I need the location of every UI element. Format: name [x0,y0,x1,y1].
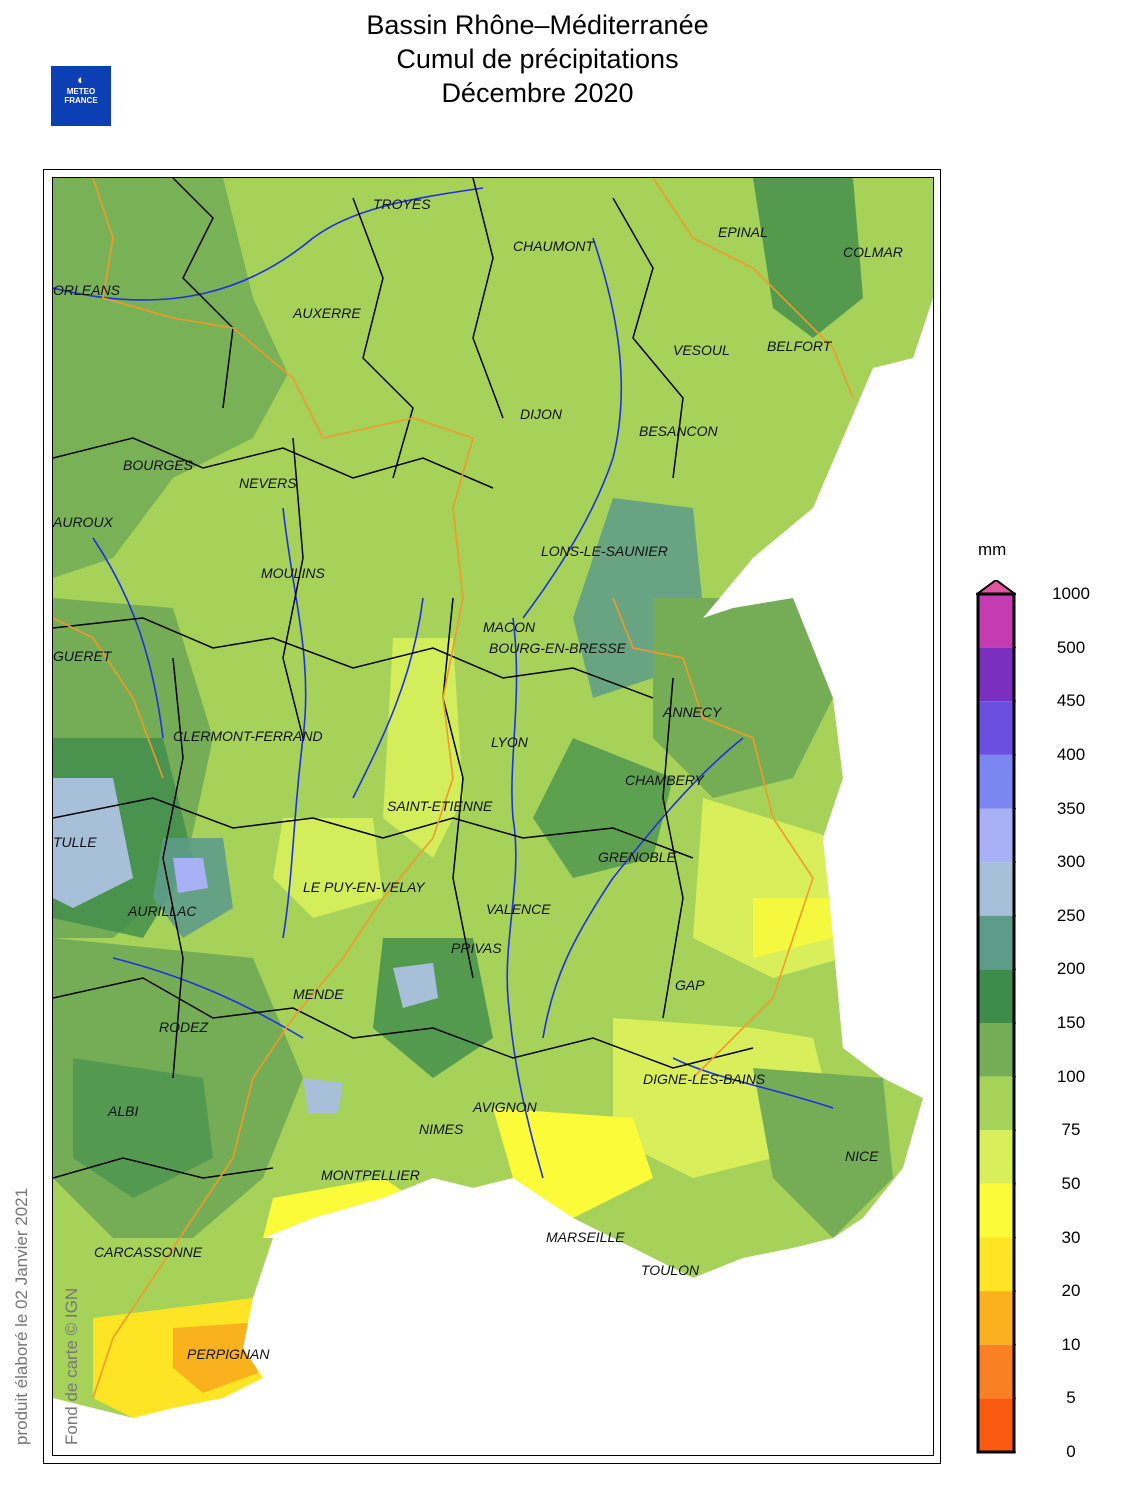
rivers [53,187,834,1179]
legend-band-5 [978,862,1014,916]
city-label-tulle: TULLE [53,834,97,850]
city-label-vesoul: VESOUL [673,342,730,358]
city-label-marseille: MARSEILLE [546,1229,625,1245]
city-label-gap: GAP [675,977,705,993]
city-label-clermont-ferrand: CLERMONT-FERRAND [173,728,323,744]
city-label-valence: VALENCE [486,901,551,917]
legend-band-12 [978,1237,1014,1292]
city-label-bourg-en-bresse: BOURG-EN-BRESSE [489,640,626,656]
map-outer-frame [43,169,941,1464]
city-label-colmar: COLMAR [843,244,903,260]
legend-label-75: 75 [1061,1120,1081,1140]
production-date: produit élaboré le 02 Janvier 2021 [12,1187,31,1445]
city-label-aurillac: AURILLAC [128,903,197,919]
logo-text-bottom: FRANCE [64,96,98,105]
legend-band-1 [978,647,1014,702]
city-label-lyon: LYON [491,734,528,750]
map-graphic [53,178,933,1455]
legend-label-5: 5 [1066,1388,1076,1408]
city-label-rodez: RODEZ [159,1019,208,1035]
city-label-bourges: BOURGES [123,457,194,473]
city-label-dijon: DIJON [520,406,562,422]
city-label-nevers: NEVERS [239,475,297,491]
city-label-saint-etienne: SAINT-ETIENNE [387,798,493,814]
city-label-grenoble: GRENOBLE [598,849,676,865]
city-label-nice: NICE [845,1148,879,1164]
logo-text-top: METEO [66,87,96,96]
city-label-gueret: GUERET [53,648,112,664]
legend-label-100: 100 [1056,1066,1086,1086]
legend-band-13 [978,1291,1014,1345]
legend-label-0: 0 [1066,1442,1076,1461]
city-label-orleans: ORLEANS [53,282,120,298]
title-line-1: Bassin Rhône–Méditerranée [366,10,709,40]
precipitation-map: TROYES CHAUMONT EPINAL COLMAR ORLEANS AUXERRE… [52,177,934,1456]
legend-label-250: 250 [1056,905,1086,925]
legend-label-300: 300 [1056,852,1086,872]
legend-label-350: 350 [1056,798,1086,818]
city-label-mende: MENDE [293,986,344,1002]
city-label-nimes: NIMES [419,1121,464,1137]
legend-unit: mm [978,540,1007,559]
city-label-chaumont: CHAUMONT [513,238,594,254]
legend-band-7 [978,969,1014,1023]
basin-boundary [53,178,854,1399]
city-label-moulins: MOULINS [261,565,325,581]
legend-band-10 [978,1130,1014,1184]
meteo-france-logo: ◐ METEO FRANCE [51,66,111,126]
legend-label-1000: 1000 [1052,584,1090,603]
city-label-besancon: BESANCON [639,423,718,439]
city-label-perpignan: PERPIGNAN [187,1346,270,1362]
city-label-albi: ALBI [108,1103,139,1119]
basemap-credit: Fond de carte © IGN [62,1287,81,1445]
city-label-auxerre: AUXERRE [293,305,361,321]
city-label-carcassonne: CARCASSONNE [94,1244,203,1260]
legend-band-9 [978,1076,1014,1131]
legend-band-2 [978,701,1014,755]
city-label-toulon: TOULON [641,1262,700,1278]
legend-band-11 [978,1183,1014,1238]
city-label-privas: PRIVAS [451,940,502,956]
city-label-lons-le-saunier: LONS-LE-SAUNIER [541,543,668,559]
map-title: Bassin Rhône–Méditerranée Cumul de préci… [0,8,1075,110]
department-borders [53,178,754,1179]
legend-band-8 [978,1023,1014,1077]
legend-band-4 [978,808,1014,863]
city-label-epinal: EPINAL [718,224,768,240]
title-line-2: Cumul de précipitations [396,44,679,74]
city-label-digne-les-bains: DIGNE-LES-BAINS [643,1071,766,1087]
city-label-auroux: AUROUX [53,514,113,530]
legend-label-20: 20 [1061,1281,1081,1301]
logo-symbol-icon: ◐ [77,72,85,87]
legend-label-150: 150 [1056,1013,1086,1032]
legend-label-450: 450 [1056,691,1086,711]
city-label-belfort: BELFORT [767,338,832,354]
legend-band-14 [978,1344,1014,1399]
legend-label-400: 400 [1056,744,1086,764]
legend-label-10: 10 [1061,1334,1081,1354]
city-label-le-puy-en-velay: LE PUY-EN-VELAY [303,879,425,895]
city-label-chambery: CHAMBERY [625,772,704,788]
mediterranean-sea [53,1098,933,1455]
legend-band-6 [978,915,1014,970]
color-scale-legend [976,580,1016,1454]
legend-label-500: 500 [1056,637,1086,657]
legend-label-50: 50 [1061,1173,1081,1193]
legend-band-15 [978,1398,1014,1452]
legend-label-30: 30 [1061,1227,1081,1247]
city-label-avignon: AVIGNON [473,1099,537,1115]
city-label-montpellier: MONTPELLIER [321,1167,420,1183]
title-line-3: Décembre 2020 [441,78,634,108]
legend-band-3 [978,754,1014,809]
city-label-troyes: TROYES [373,196,431,212]
city-label-macon: MACON [483,619,536,635]
legend-band-0 [978,594,1014,648]
city-label-annecy: ANNECY [663,704,722,720]
legend-overflow-triangle [976,580,1016,595]
legend-label-200: 200 [1056,959,1086,979]
